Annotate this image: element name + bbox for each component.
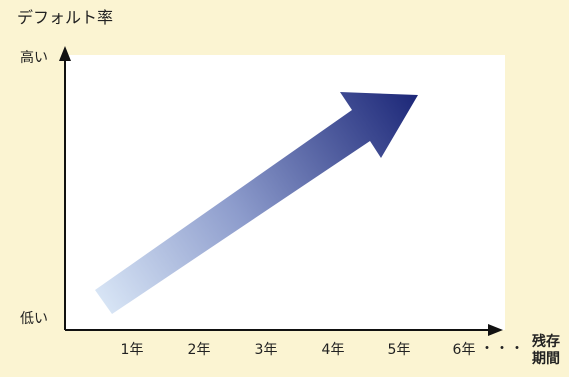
x-tick-label-4: 4年: [321, 342, 345, 358]
x-axis-arrowhead: [488, 324, 503, 336]
y-axis-high-label: 高い: [20, 50, 48, 66]
x-tick-label-3: 3年: [254, 342, 278, 358]
x-axis-title: 残存 期間: [524, 334, 568, 368]
x-tick-label-1: 1年: [120, 342, 144, 358]
x-axis-ellipsis: ・・・: [480, 341, 525, 357]
y-axis-title: デフォルト率: [17, 8, 114, 27]
trend-arrow: [95, 92, 418, 314]
x-tick-label-5: 5年: [387, 342, 411, 358]
x-tick-label-2: 2年: [187, 342, 211, 358]
y-axis-arrowhead: [59, 46, 71, 61]
x-axis-title-line-2: 期間: [532, 351, 560, 367]
x-tick-label-6: 6年: [452, 342, 476, 358]
y-axis-low-label: 低い: [20, 311, 48, 327]
x-axis-title-line-1: 残存: [532, 334, 560, 350]
